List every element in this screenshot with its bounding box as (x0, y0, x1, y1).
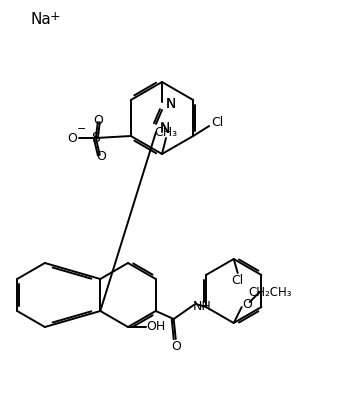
Text: N: N (166, 97, 176, 111)
Text: CH₂CH₃: CH₂CH₃ (248, 287, 292, 300)
Text: N: N (160, 121, 170, 135)
Text: −: − (77, 124, 86, 134)
Text: Na: Na (30, 12, 51, 27)
Text: O: O (96, 150, 106, 164)
Text: O: O (242, 297, 252, 310)
Text: OH: OH (147, 320, 166, 334)
Text: Cl: Cl (231, 275, 244, 287)
Text: N: N (160, 122, 170, 136)
Text: O: O (93, 113, 103, 127)
Text: O: O (171, 339, 181, 353)
Text: +: + (50, 10, 60, 23)
Text: O: O (67, 131, 77, 144)
Text: Cl: Cl (211, 117, 223, 129)
Text: S: S (91, 131, 100, 145)
Text: NH: NH (192, 300, 211, 314)
Text: N: N (166, 97, 176, 111)
Text: CH₃: CH₃ (154, 125, 177, 139)
